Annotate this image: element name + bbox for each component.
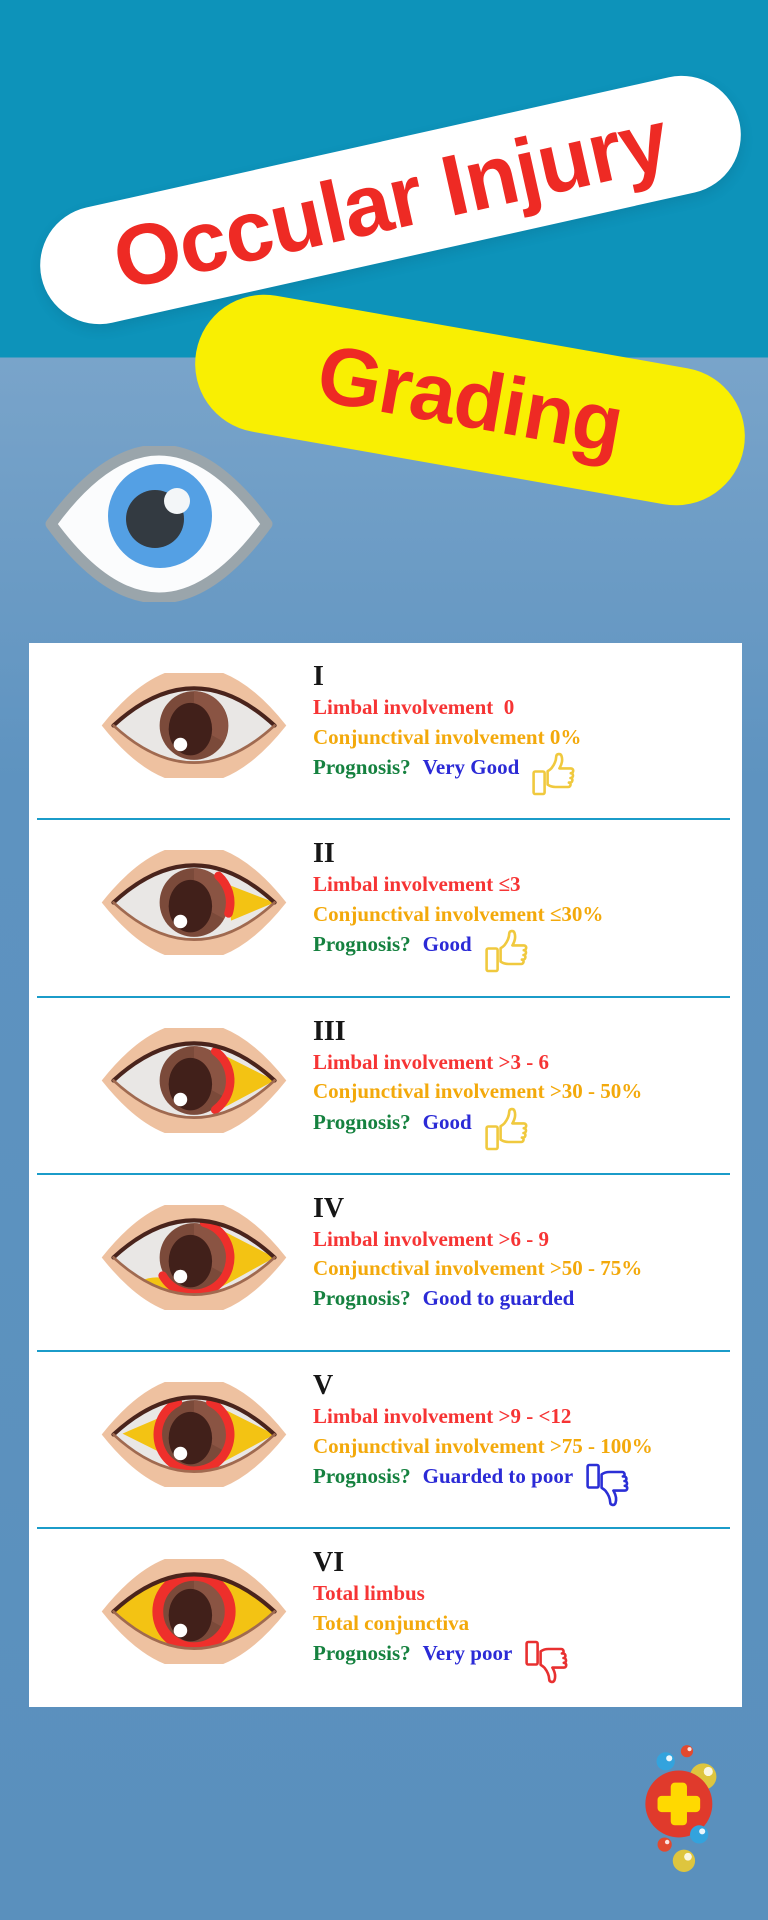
graded-eye-illustration: [99, 1193, 299, 1352]
prognosis-line: Prognosis? Guarded to poor: [313, 1461, 653, 1507]
prognosis-line: Prognosis? Very poor: [313, 1638, 572, 1684]
thumb-up-icon: [531, 752, 579, 798]
grade-numeral: V: [313, 1370, 334, 1402]
page-title: Occular Injury: [104, 91, 677, 308]
grade-texts: III Limbal involvement >3 - 6 Conjunctiv…: [313, 1016, 642, 1175]
grade-row: V Limbal involvement >9 - <12 Conjunctiv…: [29, 1352, 742, 1530]
grade-numeral: II: [313, 838, 335, 870]
grade-numeral: I: [313, 661, 324, 692]
thumb-down-icon: [585, 1461, 633, 1507]
thumb-up-icon: [484, 1107, 532, 1153]
prognosis-label: Prognosis?: [313, 1464, 411, 1489]
prognosis-value: Good to guarded: [422, 1285, 575, 1310]
grade-row: II Limbal involvement ≤3 Conjunctival in…: [29, 820, 742, 998]
limbal-involvement-text: Limbal involvement >6 - 9: [313, 1226, 549, 1251]
prognosis-line: Prognosis? Good: [313, 1107, 642, 1153]
thumb-up-icon: [484, 929, 532, 975]
graded-eye-illustration: [99, 1016, 299, 1175]
prognosis-label: Prognosis?: [313, 755, 411, 779]
grade-texts: I Limbal involvement 0 Conjunctival invo…: [313, 661, 581, 820]
grade-texts: IV Limbal involvement >6 - 9 Conjunctiva…: [313, 1193, 642, 1352]
limbal-involvement-text: Limbal involvement 0: [313, 695, 515, 719]
limbal-involvement-text: Limbal involvement >3 - 6: [313, 1049, 549, 1074]
grade-numeral: IV: [313, 1192, 345, 1224]
prognosis-line: Prognosis? Very Good: [313, 752, 581, 798]
limbal-involvement-text: Total limbus: [313, 1581, 425, 1606]
grade-numeral: III: [313, 1015, 346, 1047]
conjunctival-involvement-text: Conjunctival involvement >30 - 50%: [313, 1079, 643, 1104]
thumb-down-icon: [524, 1638, 572, 1684]
grade-row: VI Total limbus Total conjunctiva Progno…: [29, 1529, 742, 1706]
grade-row: III Limbal involvement >3 - 6 Conjunctiv…: [29, 998, 742, 1176]
grade-row: I Limbal involvement 0 Conjunctival invo…: [29, 643, 742, 821]
prognosis-value: Good: [422, 932, 472, 957]
prognosis-label: Prognosis?: [313, 1109, 411, 1134]
prognosis-label: Prognosis?: [313, 1285, 411, 1310]
grading-table-card: I Limbal involvement 0 Conjunctival invo…: [29, 643, 742, 1707]
prognosis-label: Prognosis?: [313, 932, 411, 957]
prognosis-line: Prognosis? Good to guarded: [313, 1284, 642, 1314]
prognosis-value: Very poor: [422, 1641, 513, 1666]
conjunctival-involvement-text: Conjunctival involvement >50 - 75%: [313, 1256, 643, 1281]
title-banner: Occular Injury: [28, 64, 753, 336]
conjunctival-involvement-text: Total conjunctiva: [313, 1610, 470, 1635]
brand-plus-logo-icon: [628, 1738, 750, 1880]
grade-texts: V Limbal involvement >9 - <12 Conjunctiv…: [313, 1370, 653, 1529]
prognosis-label: Prognosis?: [313, 1641, 411, 1666]
page-subtitle: Grading: [310, 328, 630, 472]
graded-eye-illustration: [99, 1547, 299, 1706]
limbal-involvement-text: Limbal involvement ≤3: [313, 872, 521, 897]
graded-eye-illustration: [99, 1370, 299, 1529]
graded-eye-illustration: [99, 838, 299, 997]
prognosis-value: Very Good: [422, 755, 520, 779]
grade-numeral: VI: [313, 1547, 345, 1579]
prognosis-line: Prognosis? Good: [313, 929, 603, 975]
grade-texts: VI Total limbus Total conjunctiva Progno…: [313, 1547, 572, 1706]
conjunctival-involvement-text: Conjunctival involvement ≤30%: [313, 901, 604, 926]
limbal-involvement-text: Limbal involvement >9 - <12: [313, 1404, 572, 1429]
conjunctival-involvement-text: Conjunctival involvement >75 - 100%: [313, 1433, 653, 1458]
graded-eye-illustration: [99, 661, 299, 820]
prognosis-value: Guarded to poor: [422, 1464, 574, 1489]
prognosis-value: Good: [422, 1109, 472, 1134]
grade-texts: II Limbal involvement ≤3 Conjunctival in…: [313, 838, 603, 997]
eye-icon: [44, 444, 274, 607]
grade-row: IV Limbal involvement >6 - 9 Conjunctiva…: [29, 1175, 742, 1353]
conjunctival-involvement-text: Conjunctival involvement 0%: [313, 724, 582, 749]
